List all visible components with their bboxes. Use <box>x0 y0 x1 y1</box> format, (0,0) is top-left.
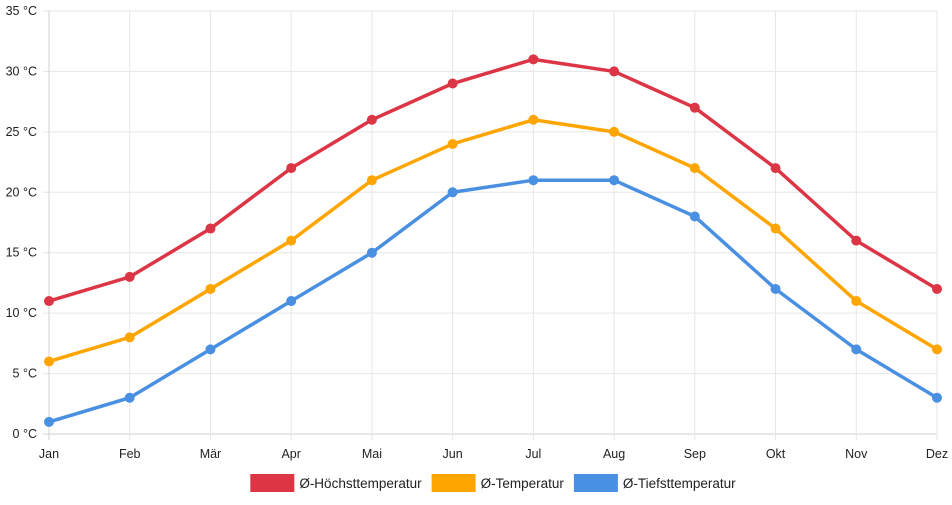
y-tick-label: 0 °C <box>13 427 37 441</box>
data-point[interactable] <box>366 175 377 186</box>
data-point[interactable] <box>770 283 781 294</box>
data-point[interactable] <box>205 283 216 294</box>
data-point[interactable] <box>124 332 135 343</box>
y-tick-label: 30 °C <box>6 64 37 78</box>
legend-item[interactable]: Ø-Tiefsttemperatur <box>573 474 736 492</box>
data-point[interactable] <box>528 54 539 65</box>
y-tick-label: 35 °C <box>6 4 37 18</box>
data-point[interactable] <box>851 344 862 355</box>
legend-swatch <box>573 474 618 492</box>
data-point[interactable] <box>689 211 700 222</box>
data-point[interactable] <box>44 416 54 427</box>
data-point[interactable] <box>366 247 377 258</box>
data-point[interactable] <box>286 235 297 246</box>
data-point[interactable] <box>447 138 458 149</box>
legend-label: Ø-Temperatur <box>481 476 565 491</box>
legend-swatch <box>431 474 476 492</box>
x-tick-label: Feb <box>119 447 141 461</box>
grid <box>43 10 938 440</box>
data-point[interactable] <box>851 235 862 246</box>
series-line <box>47 57 939 303</box>
data-point[interactable] <box>447 78 458 89</box>
data-point[interactable] <box>366 114 377 125</box>
axes: 0 °C 5 °C 10 °C 15 °C 20 °C 25 °C 30 °C 35 °C Ja… <box>6 4 949 461</box>
series-line <box>47 178 939 424</box>
data-point[interactable] <box>609 126 620 137</box>
x-tick-label: Aug <box>603 447 625 461</box>
legend: Ø-Höchsttemperatur Ø-Temperatur Ø-Tiefstte… <box>250 474 736 492</box>
data-point[interactable] <box>205 223 216 234</box>
data-point[interactable] <box>286 296 297 307</box>
legend-label: Ø-Tiefsttemperatur <box>623 476 736 491</box>
x-tick-label: Mai <box>362 447 382 461</box>
data-point[interactable] <box>124 271 135 282</box>
x-tick-label: Nov <box>845 447 868 461</box>
x-tick-label: Jun <box>443 447 463 461</box>
data-point[interactable] <box>689 102 700 113</box>
legend-item[interactable]: Ø-Temperatur <box>431 474 565 492</box>
legend-item[interactable]: Ø-Höchsttemperatur <box>250 474 422 492</box>
data-point[interactable] <box>286 163 297 174</box>
x-tick-label: Jul <box>525 447 541 461</box>
series-group <box>44 175 942 427</box>
data-point[interactable] <box>689 163 700 174</box>
series <box>44 54 942 427</box>
data-point[interactable] <box>44 356 54 367</box>
data-point[interactable] <box>528 175 539 186</box>
data-point[interactable] <box>205 344 216 355</box>
x-tick-label: Mär <box>200 447 222 461</box>
series-group <box>44 54 942 307</box>
data-point[interactable] <box>851 296 862 307</box>
y-tick-label: 20 °C <box>6 185 37 199</box>
series-line <box>47 118 939 364</box>
data-point[interactable] <box>770 223 781 234</box>
data-point[interactable] <box>447 187 458 198</box>
data-point[interactable] <box>44 296 54 307</box>
legend-swatch <box>250 474 295 492</box>
legend-label: Ø-Höchsttemperatur <box>299 476 422 491</box>
y-tick-label: 25 °C <box>6 125 37 139</box>
y-tick-label: 15 °C <box>6 246 37 260</box>
data-point[interactable] <box>609 66 620 77</box>
data-point[interactable] <box>528 114 539 125</box>
y-tick-label: 5 °C <box>13 367 37 381</box>
x-tick-label: Okt <box>766 447 786 461</box>
data-point[interactable] <box>124 392 135 403</box>
data-point[interactable] <box>609 175 620 186</box>
data-point[interactable] <box>770 163 781 174</box>
y-tick-label: 10 °C <box>6 306 37 320</box>
data-point[interactable] <box>932 392 942 403</box>
series-group <box>44 114 942 367</box>
x-tick-label: Apr <box>281 447 300 461</box>
x-tick-label: Jan <box>39 447 59 461</box>
data-point[interactable] <box>932 344 942 355</box>
x-tick-label: Sep <box>684 447 706 461</box>
x-tick-label: Dez <box>926 447 948 461</box>
data-point[interactable] <box>932 283 942 294</box>
